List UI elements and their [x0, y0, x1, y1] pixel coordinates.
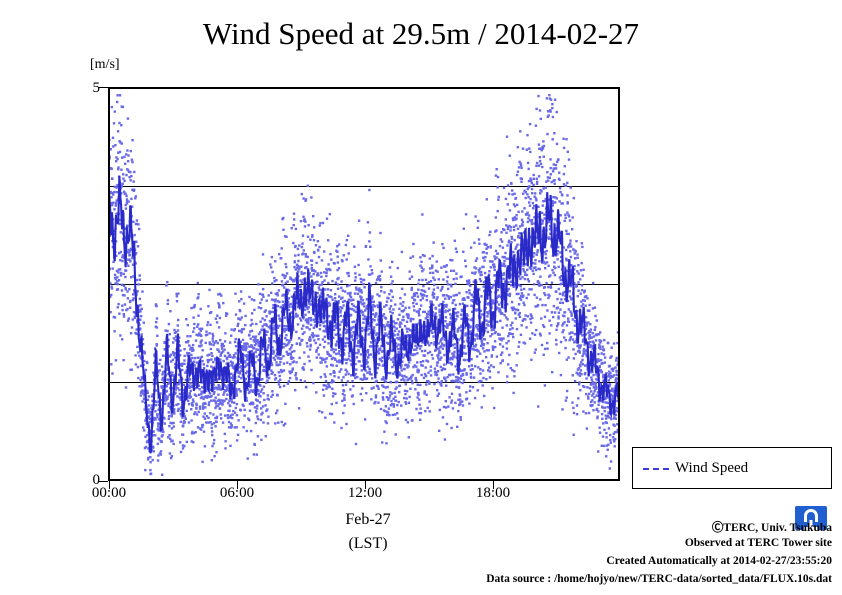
x-tick-mark-3: [493, 481, 494, 489]
footer-observed-at: Observed at TERC Tower site: [684, 537, 832, 549]
footer-copyright: ⒸTERC, Univ. Tsukuba: [711, 522, 832, 534]
x-tick-label-0000: 00:00: [91, 485, 127, 501]
footer-data-source: Data source : /home/hojyo/new/TERC-data/…: [486, 573, 832, 585]
x-tick-label-0600: 06:00: [219, 485, 255, 501]
x-axis-title-date: Feb-27: [345, 511, 391, 528]
x-axis-title-tz: (LST): [348, 535, 388, 552]
terc-logo-icon: [795, 506, 827, 530]
x-tick-mark-1: [237, 481, 238, 489]
y-tick-label-max: 5: [92, 80, 101, 96]
y-tick-mark-bottom: [99, 481, 108, 482]
mean-line: [108, 175, 620, 454]
x-tick-mark-2: [365, 481, 366, 489]
chart-title: Wind Speed at 29.5m / 2014-02-27: [202, 16, 640, 51]
x-tick-label-1200: 12:00: [347, 485, 383, 501]
legend-label-wind-speed: Wind Speed: [675, 460, 749, 476]
plot-border: [108, 87, 620, 481]
plot-area: [108, 87, 620, 481]
y-tick-mark-top: [99, 87, 108, 88]
y-tick-label-min: 0: [92, 472, 101, 488]
legend: Wind Speed: [632, 447, 832, 489]
x-tick-label-1800: 18:00: [475, 485, 511, 501]
y-axis-unit-label: [m/s]: [90, 57, 120, 72]
footer-created-at: Created Automatically at 2014-02-27/23:5…: [606, 555, 832, 567]
x-tick-mark-0: [109, 481, 110, 489]
plot-canvas: [108, 94, 620, 476]
legend-line-swatch: [643, 468, 669, 470]
